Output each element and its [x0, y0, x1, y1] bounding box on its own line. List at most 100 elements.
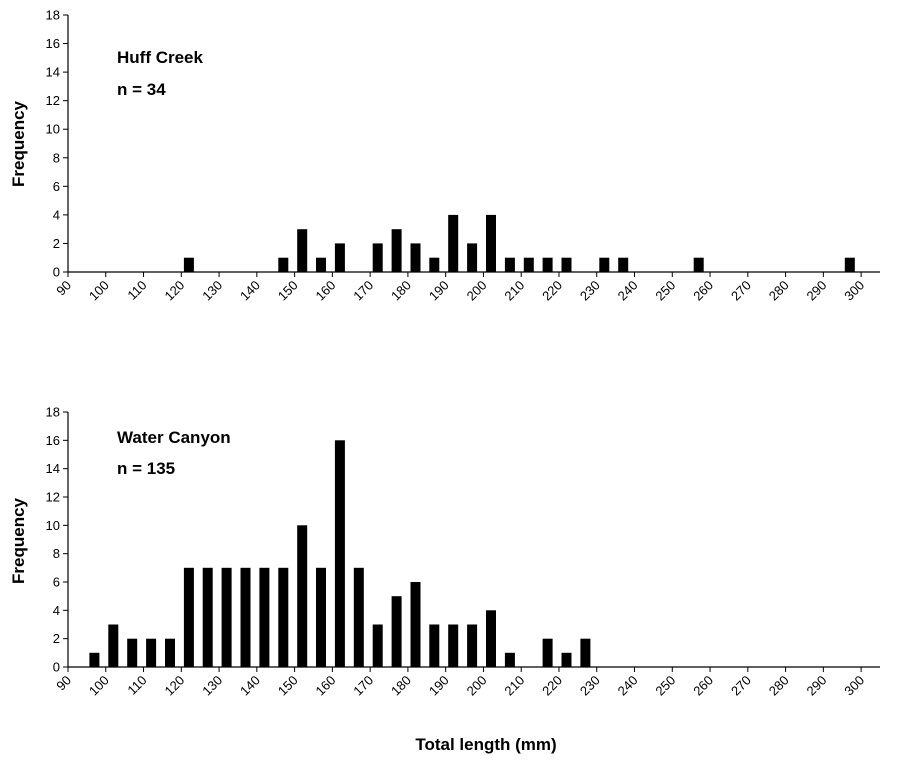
histogram-bar: [334, 440, 345, 667]
histogram-bar: [561, 652, 572, 667]
histogram-bar: [467, 624, 478, 667]
histogram-bar: [89, 652, 100, 667]
x-axis-label: Total length (mm): [415, 735, 556, 754]
histogram-bar: [165, 638, 175, 667]
x-tick-label: 120: [161, 673, 187, 699]
x-tick-label: 230: [577, 673, 603, 699]
histogram-bar: [542, 257, 553, 272]
y-tick-label: 10: [46, 518, 60, 533]
histogram-bar: [486, 610, 496, 667]
panel-title: Huff Creek: [117, 48, 204, 67]
x-tick-label: 180: [388, 673, 414, 699]
y-tick-label: 4: [53, 207, 60, 222]
x-tick-label: 150: [275, 673, 301, 699]
x-tick-label: 210: [501, 673, 527, 699]
y-tick-label: 10: [46, 122, 60, 137]
histogram-bar: [844, 257, 855, 272]
x-tick-label: 280: [766, 673, 792, 699]
y-tick-label: 16: [46, 36, 60, 51]
histogram-bar: [221, 567, 232, 667]
histogram-bar: [391, 596, 402, 667]
y-tick-label: 18: [46, 8, 60, 23]
histogram-bar: [259, 567, 270, 667]
x-tick-label: 280: [766, 278, 792, 304]
histogram-bar: [146, 638, 157, 667]
y-tick-label: 2: [53, 631, 60, 646]
y-tick-label: 12: [46, 490, 60, 505]
x-tick-label: 100: [86, 278, 112, 304]
histogram-bar: [108, 624, 119, 667]
histogram-bar: [297, 229, 308, 272]
x-tick-label: 270: [728, 673, 754, 699]
x-tick-label: 240: [615, 673, 641, 699]
x-tick-label: 120: [161, 278, 187, 304]
histogram-bar: [297, 525, 308, 667]
x-tick-label: 230: [577, 278, 603, 304]
x-tick-label: 250: [652, 673, 678, 699]
histogram-bar: [372, 624, 383, 667]
histogram-bar: [316, 257, 326, 272]
y-tick-label: 12: [46, 93, 60, 108]
x-tick-label: 130: [199, 278, 225, 304]
y-tick-label: 8: [53, 150, 60, 165]
histogram-bar: [618, 257, 629, 272]
x-tick-label: 210: [501, 278, 527, 304]
y-tick-label: 18: [46, 405, 60, 420]
x-tick-label: 220: [539, 673, 565, 699]
x-tick-label: 140: [237, 673, 263, 699]
y-axis-label: Frequency: [9, 100, 28, 187]
panel-title: Water Canyon: [117, 428, 231, 447]
histogram-bar: [372, 243, 383, 272]
histogram-bar: [448, 214, 459, 272]
y-tick-label: 14: [46, 461, 60, 476]
y-tick-label: 6: [53, 179, 60, 194]
y-tick-label: 6: [53, 575, 60, 590]
x-tick-label: 300: [841, 673, 867, 699]
sample-size-label: n = 135: [117, 459, 175, 478]
x-tick-label: 160: [313, 278, 339, 304]
x-tick-label: 190: [426, 278, 452, 304]
histogram-bar: [504, 257, 515, 272]
histogram-bar: [202, 567, 213, 667]
x-tick-label: 290: [804, 673, 830, 699]
histogram-bar: [183, 567, 194, 667]
y-tick-label: 0: [53, 660, 60, 675]
x-tick-label: 300: [841, 278, 867, 304]
x-tick-label: 250: [652, 278, 678, 304]
histogram-bar: [467, 243, 478, 272]
x-tick-label: 240: [615, 278, 641, 304]
x-tick-label: 110: [124, 278, 149, 303]
histogram-bar: [523, 257, 534, 272]
histogram-bar: [127, 638, 138, 667]
x-tick-label: 260: [690, 673, 716, 699]
histogram-bar: [693, 257, 704, 272]
histogram-bar: [410, 243, 421, 272]
histogram-bar: [316, 567, 326, 667]
x-tick-label: 200: [464, 673, 490, 699]
histogram-bar: [391, 229, 402, 272]
histogram-bar: [278, 257, 289, 272]
water-canyon-panel: Frequency Water Canyon n = 135 0 2 4 6 8 10 12…: [9, 405, 880, 754]
histogram-bar: [542, 638, 553, 667]
histogram-bar: [278, 567, 289, 667]
x-tick-label: 200: [464, 278, 490, 304]
y-tick-label: 16: [46, 433, 60, 448]
x-tick-label: 110: [124, 673, 149, 698]
x-tick-label: 180: [388, 278, 414, 304]
x-tick-label: 170: [350, 278, 376, 304]
y-tick-label: 2: [53, 236, 60, 251]
x-tick-label: 160: [313, 673, 339, 699]
y-axis-label: Frequency: [9, 497, 28, 584]
x-tick-label: 170: [350, 673, 376, 699]
x-tick-label: 290: [804, 278, 830, 304]
x-tick-label: 100: [86, 673, 112, 699]
histogram-bar: [504, 652, 515, 667]
bar-group: [183, 214, 855, 272]
x-tick-label: 150: [275, 278, 301, 304]
histogram-bar: [410, 582, 421, 667]
histogram-bar: [599, 257, 610, 272]
x-tick-label: 90: [53, 278, 74, 299]
x-tick-label: 90: [53, 673, 74, 694]
